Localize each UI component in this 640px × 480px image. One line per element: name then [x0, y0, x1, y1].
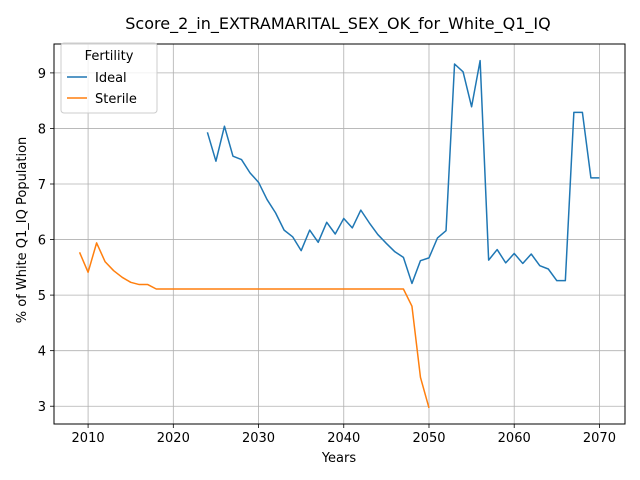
y-tick-label: 5	[38, 289, 46, 304]
y-tick-label: 4	[38, 345, 46, 360]
y-tick-label: 6	[38, 234, 46, 249]
legend-label-ideal: Ideal	[95, 71, 127, 86]
legend-label-sterile: Sterile	[95, 92, 137, 107]
x-tick-label: 2040	[327, 431, 360, 446]
x-axis-title: Years	[321, 451, 357, 466]
y-tick-label: 8	[38, 122, 46, 137]
y-tick-label: 3	[38, 400, 46, 415]
y-tick-label: 7	[38, 178, 46, 193]
grid	[54, 44, 625, 424]
legend-title: Fertility	[85, 49, 134, 64]
x-tick-label: 2020	[157, 431, 190, 446]
x-tick-label: 2050	[412, 431, 445, 446]
plot-frame	[53, 43, 626, 425]
series-line-sterile	[78, 242, 430, 409]
y-axis-title: % of White Q1_IQ Population	[15, 137, 30, 324]
chart-title: Score_2_in_EXTRAMARITAL_SEX_OK_for_White…	[125, 14, 550, 34]
x-tick-label: 2060	[498, 431, 531, 446]
series-layer	[78, 59, 600, 409]
legend: Fertility Ideal Sterile	[60, 42, 158, 114]
series-line-ideal	[206, 59, 600, 285]
legend-box	[60, 42, 158, 114]
x-tick-label: 2070	[583, 431, 616, 446]
x-tick-label: 2010	[72, 431, 105, 446]
ticks: 2010 2020 2030 2040 2050 2060 2070 3 4 5 6 7 8 9	[38, 67, 616, 446]
x-tick-label: 2030	[242, 431, 275, 446]
y-tick-label: 9	[38, 67, 46, 82]
